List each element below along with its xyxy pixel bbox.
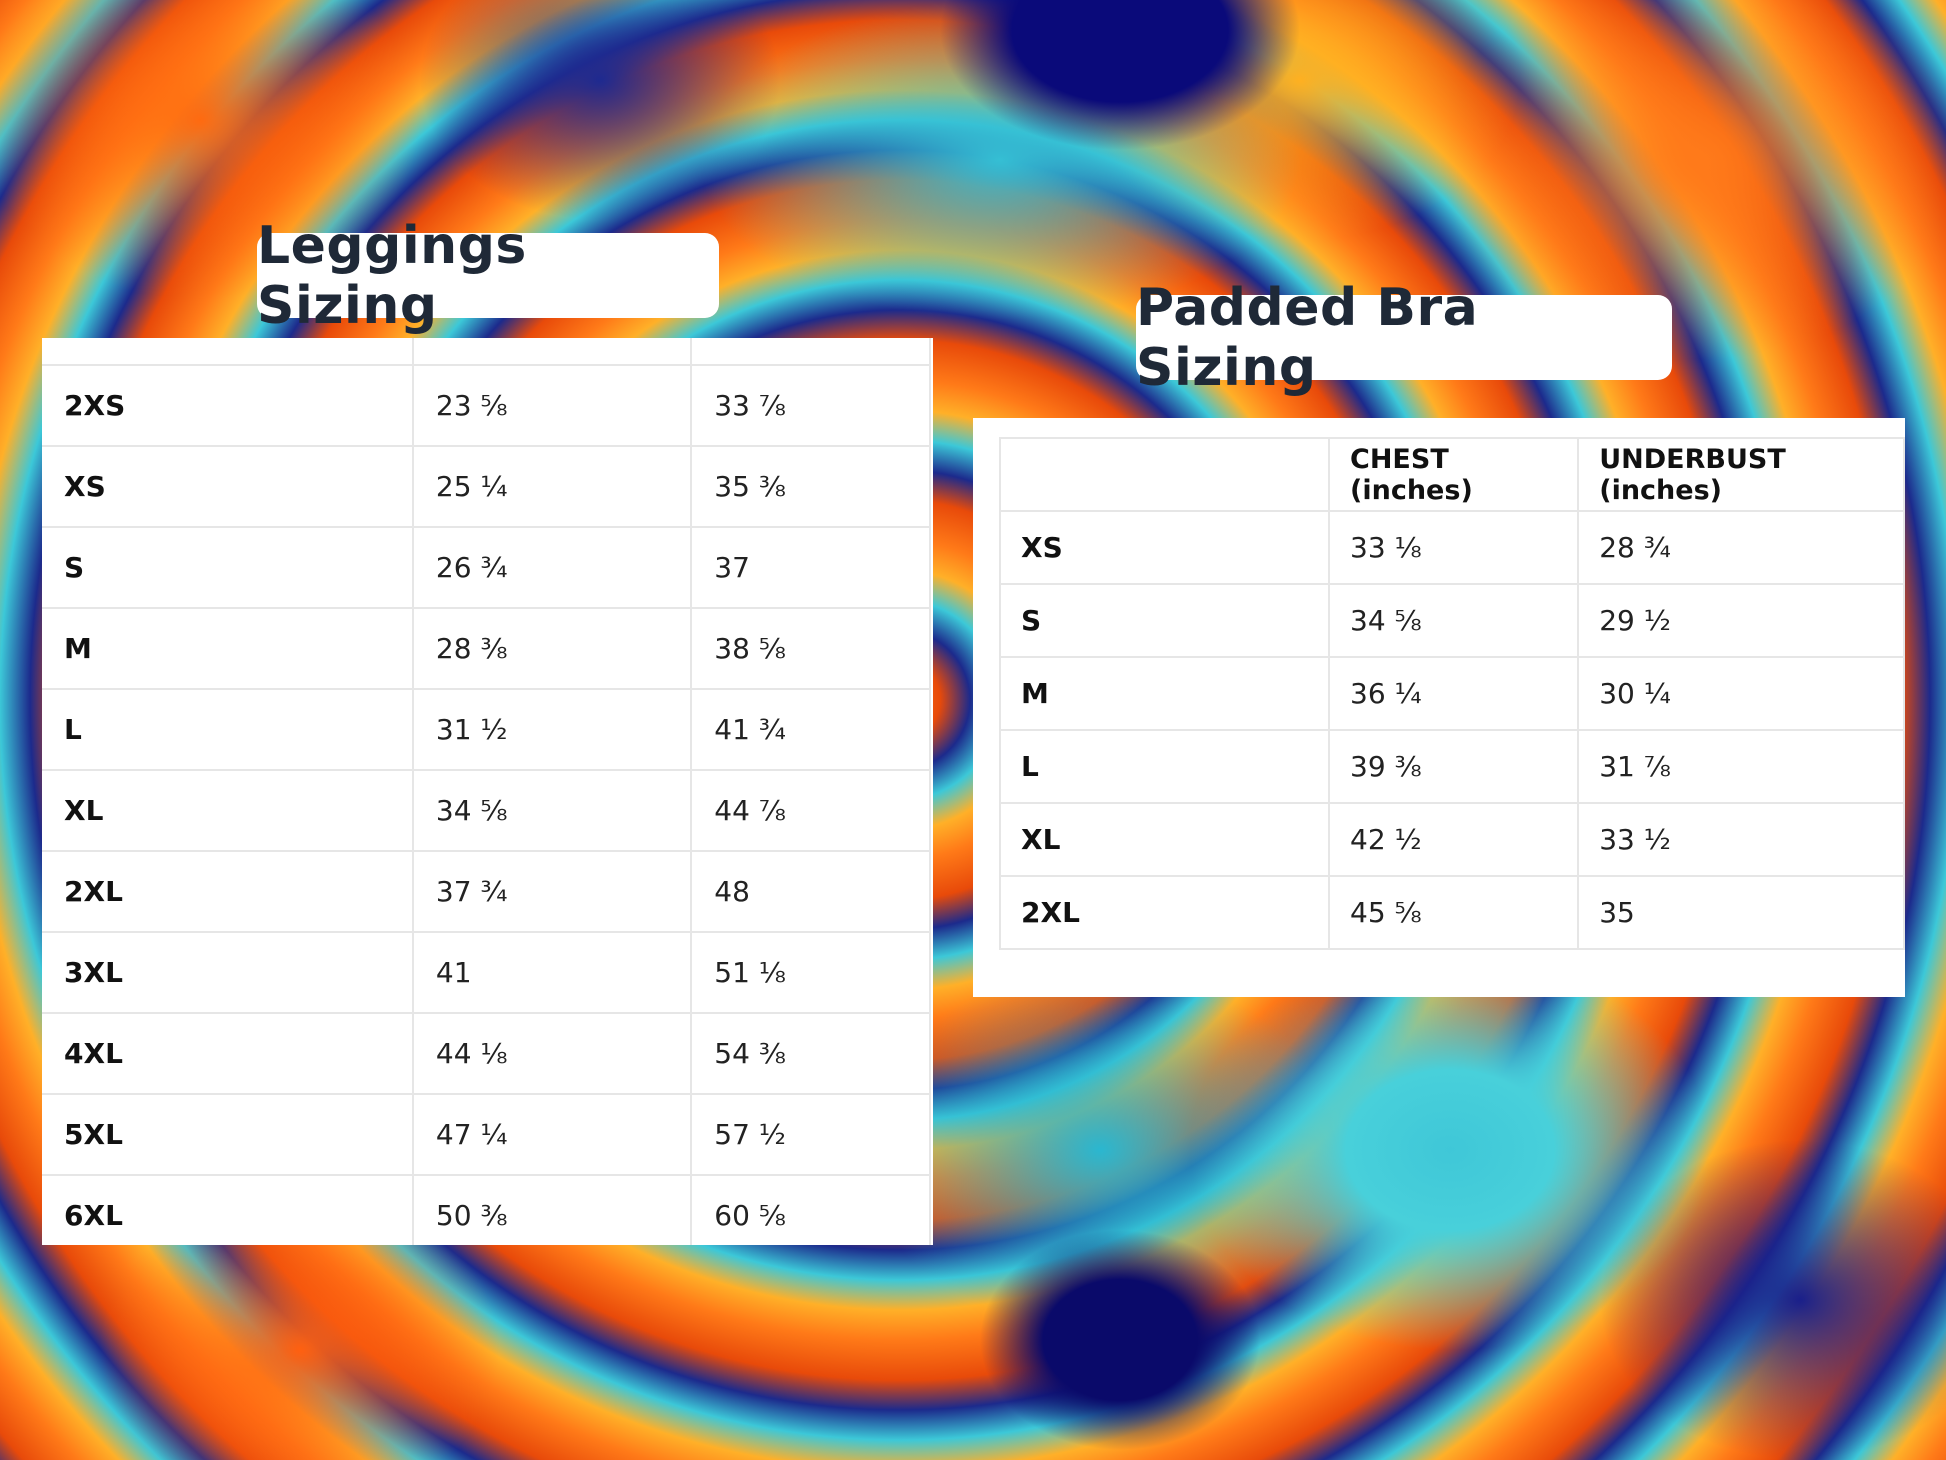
header-cell-empty <box>42 338 414 366</box>
header-cell-empty <box>411 338 693 366</box>
size-cell: 3XL <box>42 931 414 1014</box>
measurement-cell: 38 ⅝ <box>690 607 931 690</box>
measurement-cell: 37 <box>690 526 931 609</box>
size-cell: S <box>42 526 414 609</box>
underbust-cell: 35 <box>1577 875 1905 950</box>
measurement-cell: 44 ⅞ <box>690 769 931 852</box>
measurement-cell: 54 ⅜ <box>690 1012 931 1095</box>
measurement-cell: 28 ⅜ <box>411 607 693 690</box>
measurement-cell: 26 ¾ <box>411 526 693 609</box>
measurement-cell: 41 ¾ <box>690 688 931 771</box>
measurement-cell: 57 ½ <box>690 1093 931 1176</box>
chest-cell: 36 ¼ <box>1328 656 1580 731</box>
size-cell: L <box>998 729 1331 804</box>
header-cell-empty <box>690 338 931 366</box>
chest-cell: 39 ⅜ <box>1328 729 1580 804</box>
underbust-cell: 33 ½ <box>1577 802 1905 877</box>
padded-bra-size-chart: CHEST (inches) UNDERBUST (inches) XS 33 ⅛… <box>973 418 1905 997</box>
measurement-cell: 34 ⅝ <box>411 769 693 852</box>
leggings-size-table: 2XS 23 ⅝ 33 ⅞ XS 25 ¼ 35 ⅜ S 26 ¾ 37 M 28 ⅜ 38 ⅝ L 31… <box>42 338 931 1245</box>
measurement-cell: 33 ⅞ <box>690 364 931 447</box>
table-row: M 28 ⅜ 38 ⅝ <box>42 607 931 690</box>
measurement-cell: 37 ¾ <box>411 850 693 933</box>
measurement-cell: 25 ¼ <box>411 445 693 528</box>
table-row: L 39 ⅜ 31 ⅞ <box>998 729 1905 804</box>
size-cell: XL <box>998 802 1331 877</box>
size-cell: 2XL <box>42 850 414 933</box>
size-cell: L <box>42 688 414 771</box>
table-row: S 26 ¾ 37 <box>42 526 931 609</box>
chest-cell: 33 ⅛ <box>1328 510 1580 585</box>
measurement-cell: 60 ⅝ <box>690 1174 931 1245</box>
underbust-cell: 30 ¼ <box>1577 656 1905 731</box>
header-chest: CHEST (inches) <box>1328 437 1580 512</box>
table-row: S 34 ⅝ 29 ½ <box>998 583 1905 658</box>
underbust-cell: 31 ⅞ <box>1577 729 1905 804</box>
size-cell: 2XS <box>42 364 414 447</box>
measurement-cell: 51 ⅛ <box>690 931 931 1014</box>
table-row: 2XS 23 ⅝ 33 ⅞ <box>42 364 931 447</box>
size-cell: S <box>998 583 1331 658</box>
table-row: 6XL 50 ⅜ 60 ⅝ <box>42 1174 931 1245</box>
padded-bra-sizing-title: Padded Bra Sizing <box>1136 278 1672 398</box>
chest-cell: 45 ⅝ <box>1328 875 1580 950</box>
measurement-cell: 41 <box>411 931 693 1014</box>
bra-size-table: CHEST (inches) UNDERBUST (inches) XS 33 ⅛… <box>998 437 1905 950</box>
table-row: 3XL 41 51 ⅛ <box>42 931 931 1014</box>
size-cell: M <box>998 656 1331 731</box>
measurement-cell: 50 ⅜ <box>411 1174 693 1245</box>
measurement-cell: 31 ½ <box>411 688 693 771</box>
measurement-cell: 44 ⅛ <box>411 1012 693 1095</box>
measurement-cell: 48 <box>690 850 931 933</box>
size-cell: M <box>42 607 414 690</box>
chest-cell: 34 ⅝ <box>1328 583 1580 658</box>
chest-cell: 42 ½ <box>1328 802 1580 877</box>
measurement-cell: 35 ⅜ <box>690 445 931 528</box>
size-cell: XS <box>998 510 1331 585</box>
table-header-row-cropped <box>42 338 931 366</box>
size-cell: XL <box>42 769 414 852</box>
size-cell: 5XL <box>42 1093 414 1176</box>
leggings-sizing-title: Leggings Sizing <box>257 216 719 336</box>
table-header-row: CHEST (inches) UNDERBUST (inches) <box>998 437 1905 512</box>
table-row: XL 34 ⅝ 44 ⅞ <box>42 769 931 852</box>
underbust-cell: 28 ¾ <box>1577 510 1905 585</box>
table-row: XS 33 ⅛ 28 ¾ <box>998 510 1905 585</box>
size-cell: 2XL <box>998 875 1331 950</box>
size-cell: 4XL <box>42 1012 414 1095</box>
header-underbust: UNDERBUST (inches) <box>1577 437 1905 512</box>
table-row: L 31 ½ 41 ¾ <box>42 688 931 771</box>
table-row: XL 42 ½ 33 ½ <box>998 802 1905 877</box>
table-row: 4XL 44 ⅛ 54 ⅜ <box>42 1012 931 1095</box>
underbust-cell: 29 ½ <box>1577 583 1905 658</box>
measurement-cell: 23 ⅝ <box>411 364 693 447</box>
measurement-cell: 47 ¼ <box>411 1093 693 1176</box>
size-cell: XS <box>42 445 414 528</box>
table-row: 2XL 37 ¾ 48 <box>42 850 931 933</box>
leggings-size-chart: 2XS 23 ⅝ 33 ⅞ XS 25 ¼ 35 ⅜ S 26 ¾ 37 M 28 ⅜ 38 ⅝ L 31… <box>42 338 933 1245</box>
table-row: M 36 ¼ 30 ¼ <box>998 656 1905 731</box>
table-row: XS 25 ¼ 35 ⅜ <box>42 445 931 528</box>
table-row: 2XL 45 ⅝ 35 <box>998 875 1905 950</box>
header-size <box>998 437 1331 512</box>
size-cell: 6XL <box>42 1174 414 1245</box>
table-row: 5XL 47 ¼ 57 ½ <box>42 1093 931 1176</box>
